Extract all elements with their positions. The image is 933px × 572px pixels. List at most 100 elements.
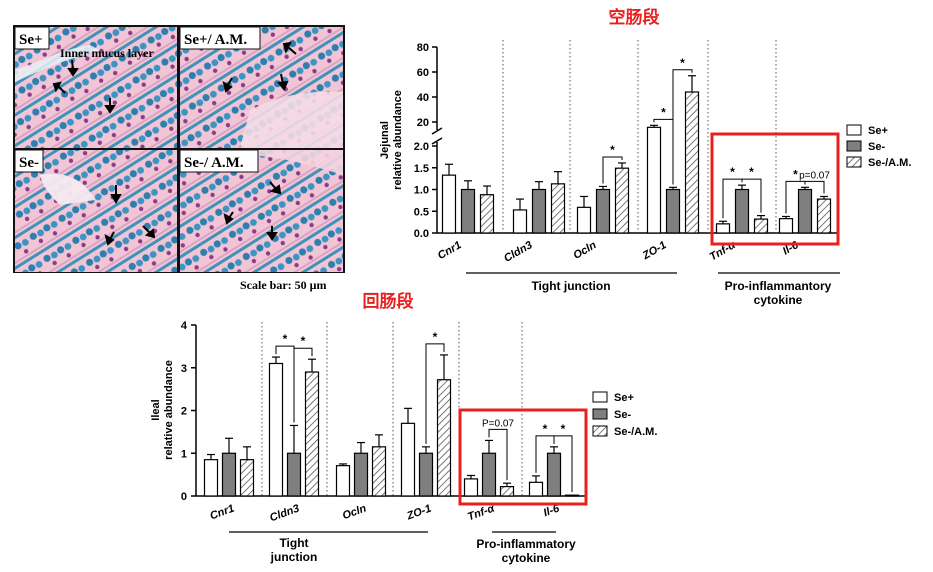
legend-label-se: Se- [868, 141, 885, 153]
x-tick-label-zo-1: ZO-1 [640, 239, 669, 262]
bar-ocln-se-a-m [614, 167, 630, 234]
bar-ocln-se [576, 206, 592, 234]
significance-label: * [749, 165, 754, 179]
group-label-cytokine-line2: cytokine [754, 293, 803, 307]
x-tick-label-ocln: Ocln [571, 239, 598, 262]
legend-label-se: Se- [614, 409, 631, 421]
jejunal-chart: 空肠段 relative abundance Jejunal 0.0 0.5 1.0… [379, 7, 911, 307]
bar-cldn3-se [286, 452, 302, 497]
bar-cnr1-se [460, 188, 476, 234]
significance-label: p=0.07 [799, 170, 830, 181]
legend-swatch-se-a-m [592, 425, 608, 437]
bars-jejunal [441, 40, 832, 234]
y-tick-label: 20 [417, 117, 429, 129]
axis-break-mark [431, 137, 443, 145]
significance-label: * [543, 422, 548, 436]
bar-cnr1-se [221, 452, 237, 497]
bar-cnr1-se [203, 459, 219, 497]
bar-cnr1-se [441, 174, 457, 234]
arrow-icon [104, 185, 156, 246]
bar-ocln-se [335, 465, 351, 497]
highlight-box-jejunal [710, 132, 840, 246]
panel-label-se-plus-am: Se+/ A.M. [184, 32, 247, 48]
chart-title-ileal: 回肠段 [363, 291, 414, 312]
x-tick-label-il-6: Il-6 [781, 239, 802, 258]
ileal-chart: 回肠段 Ileal relative abundance 0 1 2 3 4 * * * P=… [150, 291, 657, 565]
histology-figure: Se+ Inner mucus layer Se+/ A.M. [13, 25, 345, 292]
legend-label-se-a-m: Se-/A.M. [868, 157, 911, 169]
y-tick-label: 40 [417, 92, 429, 104]
histology-panel-se-plus: Se+ Inner mucus layer [14, 26, 177, 148]
histology-panel-se-minus: Se- [14, 149, 177, 272]
group-label-tight-line2: junction [270, 550, 318, 564]
significance-label: * [610, 143, 615, 157]
panel-label-se-plus: Se+ [19, 32, 43, 48]
legend-swatch-se [846, 140, 862, 152]
bar-cnr1-se-a-m [479, 194, 495, 234]
bar-il-6-se [778, 218, 794, 234]
significance-label: * [561, 422, 566, 436]
y-tick-label: 1 [181, 448, 187, 460]
x-tick-label-cldn3: Cldn3 [268, 503, 301, 525]
bar-tnf-se-a-m [499, 485, 515, 497]
legend-label-se: Se+ [868, 125, 888, 137]
bar-zo-1-se [646, 126, 662, 234]
axis-break-mark [431, 127, 443, 135]
significance-bracket [553, 435, 573, 493]
significance-bracket [672, 69, 693, 185]
y-tick-label: 3 [181, 363, 187, 375]
x-tick-label-cnr1: Cnr1 [436, 239, 464, 262]
significance-label: * [680, 56, 685, 70]
bar-il-6-se-a-m [816, 198, 832, 234]
scale-bar-label: Scale bar: 50 μm [240, 278, 326, 292]
bar-cldn3-se [268, 362, 284, 497]
bar-ocln-se-a-m [371, 446, 387, 497]
bar-cldn3-se-a-m [550, 183, 566, 234]
bar-cnr1-se-a-m [239, 459, 255, 497]
y-axis-label-jejunal-line1: Jejunal [379, 121, 391, 159]
histology-panel-se-minus-am: Se-/ A.M. [179, 149, 343, 272]
panel-label-se-minus: Se- [19, 155, 39, 171]
bar-tnf-se [481, 452, 497, 497]
chart-title-jejunal: 空肠段 [609, 7, 660, 28]
x-tick-label-zo-1: ZO-1 [404, 503, 433, 523]
x-tick-label-cnr1: Cnr1 [208, 503, 236, 523]
significance-label: * [283, 332, 288, 346]
y-tick-label: 80 [417, 42, 429, 54]
bar-ocln-se [595, 188, 611, 234]
legend-swatch-se-a-m [846, 156, 862, 168]
significance-bracket [741, 178, 762, 213]
significance-bracket [488, 428, 508, 481]
bar-tnf-se-a-m [753, 218, 769, 234]
significance-bracket [425, 343, 445, 444]
significance-label: * [301, 334, 306, 348]
bar-zo-1-se-a-m [436, 379, 452, 497]
legend-label-se-a-m: Se-/A.M. [614, 426, 657, 438]
bar-il-6-se [546, 452, 562, 497]
bar-zo-1-se [665, 188, 681, 234]
significance-label: * [661, 105, 666, 119]
legend-swatch-se [846, 124, 862, 136]
y-axis-label-ileal-line2: relative abundance [163, 360, 175, 460]
y-axis-label-jejunal-line2: relative abundance [392, 90, 404, 190]
x-tick-label-cldn3: Cldn3 [502, 239, 534, 265]
legend-swatch-se [592, 391, 608, 403]
y-tick-label: 0.5 [414, 206, 429, 218]
group-label-tight-line1: Tight [279, 536, 308, 550]
significance-bracket [804, 180, 825, 194]
significance-label: * [793, 167, 798, 181]
bar-tnf-se [734, 188, 750, 234]
arrow-icon [223, 181, 282, 241]
bar-il-6-se [528, 481, 544, 497]
bar-cldn3-se [512, 209, 528, 234]
y-tick-label: 1.0 [414, 185, 429, 197]
bar-zo-1-se [418, 452, 434, 497]
bar-tnf-se [463, 478, 479, 497]
significance-bracket [602, 156, 623, 184]
bar-cldn3-se-a-m [304, 371, 320, 497]
bars-ileal [203, 322, 580, 497]
y-tick-label: 2.0 [414, 141, 429, 153]
significance-label: * [433, 330, 438, 344]
